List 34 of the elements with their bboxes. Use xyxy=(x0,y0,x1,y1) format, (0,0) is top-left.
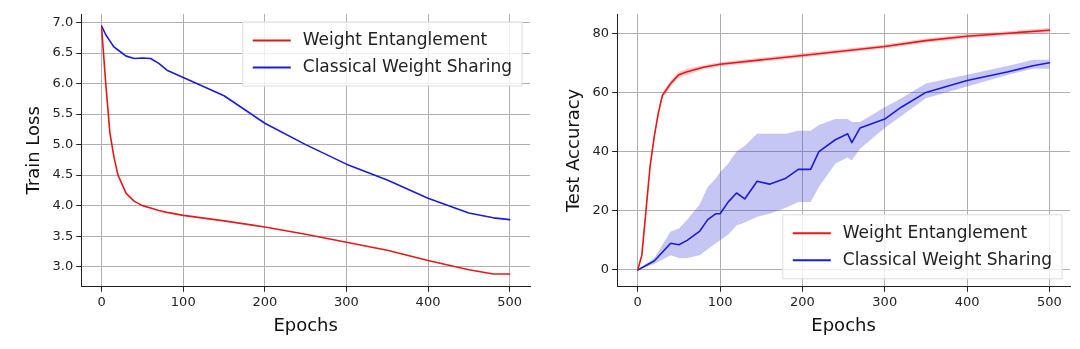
y-axis-title: Test Accuracy xyxy=(562,88,584,214)
y-tick-label: 5.5 xyxy=(52,105,74,121)
x-tick-label: 400 xyxy=(415,293,441,309)
x-tick-label: 500 xyxy=(1037,293,1062,309)
x-tick-label: 300 xyxy=(334,293,359,309)
y-tick-label: 0 xyxy=(600,261,610,277)
x-tick-label: 500 xyxy=(497,293,523,309)
legend-label: Classical Weight Sharing xyxy=(302,55,512,76)
legend-label: Weight Entanglement xyxy=(842,221,1028,242)
x-tick-label: 200 xyxy=(252,293,278,309)
x-axis-title: Epochs xyxy=(273,313,338,335)
y-axis-title: Train Loss xyxy=(22,106,44,196)
legend-label: Classical Weight Sharing xyxy=(842,248,1052,269)
y-tick-label: 4.5 xyxy=(52,166,74,182)
y-tick-label: 4.0 xyxy=(52,197,74,213)
y-tick-label: 7.0 xyxy=(52,13,74,29)
x-tick-label: 0 xyxy=(97,293,106,309)
x-tick-label: 200 xyxy=(789,293,815,309)
y-tick-label: 6.5 xyxy=(52,44,74,60)
x-tick-label: 100 xyxy=(707,293,733,309)
y-tick-label: 5.0 xyxy=(52,135,74,151)
legend-label: Weight Entanglement xyxy=(302,28,488,49)
y-tick-label: 3.0 xyxy=(52,258,74,274)
x-tick-label: 300 xyxy=(872,293,898,309)
y-tick-label: 6.0 xyxy=(52,74,74,90)
x-axis-title: Epochs xyxy=(811,313,876,335)
x-tick-label: 400 xyxy=(954,293,980,309)
x-tick-label: 100 xyxy=(170,293,196,309)
y-tick-label: 60 xyxy=(592,83,610,99)
y-tick-label: 3.5 xyxy=(52,227,74,243)
y-tick-label: 20 xyxy=(592,202,610,218)
y-tick-label: 40 xyxy=(592,142,610,158)
y-tick-label: 80 xyxy=(592,24,610,40)
x-tick-label: 0 xyxy=(633,293,642,309)
